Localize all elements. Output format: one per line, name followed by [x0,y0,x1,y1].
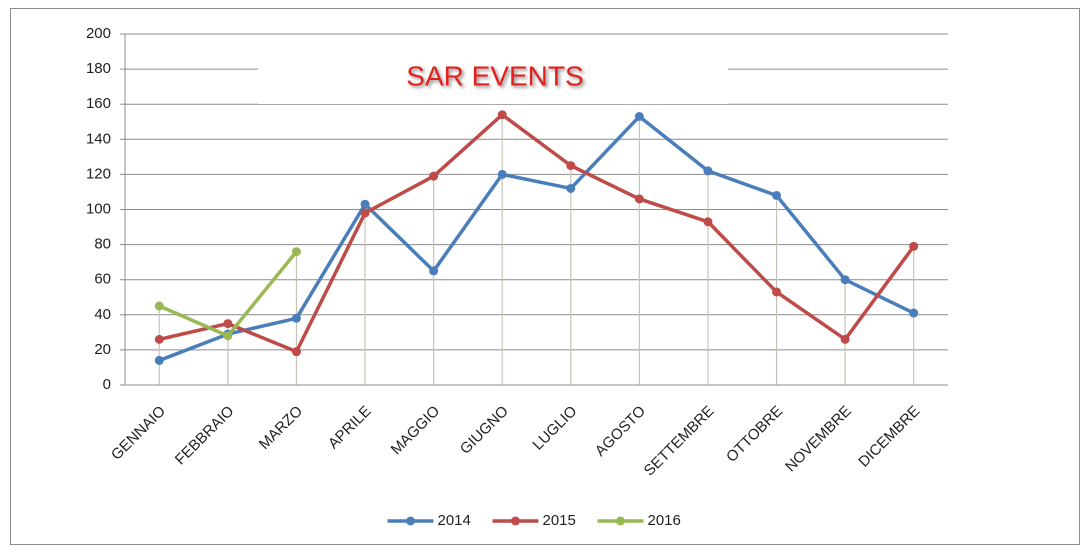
legend-marker [511,516,520,526]
data-point [291,313,301,323]
y-tick-label: 0 [103,376,111,393]
data-point [634,194,644,204]
y-tick-label: 60 [94,271,111,288]
data-point [772,190,782,200]
data-point [291,347,301,357]
title-background [258,52,728,104]
data-point [840,334,850,344]
data-point [429,266,439,276]
data-point [703,166,713,176]
y-tick-label: 100 [86,200,111,217]
data-point [360,208,370,218]
data-point [909,308,919,318]
legend-label: 2016 [648,512,681,529]
y-tick-label: 160 [86,95,111,112]
y-tick-label: 80 [94,236,111,253]
series-line [158,114,915,363]
data-point [291,247,301,257]
data-point [703,217,713,227]
data-point [634,111,644,121]
y-tick-label: 180 [86,60,111,77]
y-tick-label: 140 [86,130,111,147]
data-point [497,110,507,120]
y-tick-label: 120 [86,165,111,182]
y-tick-label: 40 [94,306,111,323]
data-point [497,169,507,179]
y-tick-label: 200 [86,25,111,42]
data-point [429,171,439,181]
data-point [566,161,576,171]
data-point [154,334,164,344]
data-point [223,319,233,329]
data-point [154,301,164,311]
legend-label: 2014 [438,512,471,529]
data-point [909,241,919,251]
legend: 2014 2015 2016 [387,512,681,529]
data-point [566,183,576,193]
drop-lines [158,114,915,385]
data-point [154,355,164,365]
legend-marker [616,516,625,526]
series-line [158,112,916,354]
series-lines [154,110,919,365]
data-point [840,275,850,285]
data-point [772,287,782,297]
data-point [360,199,370,209]
y-tick-label: 20 [94,341,111,358]
legend-label: 2015 [543,512,576,529]
data-point [223,331,233,341]
legend-marker [406,516,415,526]
chart-title: SAR EVENTS [406,60,583,91]
